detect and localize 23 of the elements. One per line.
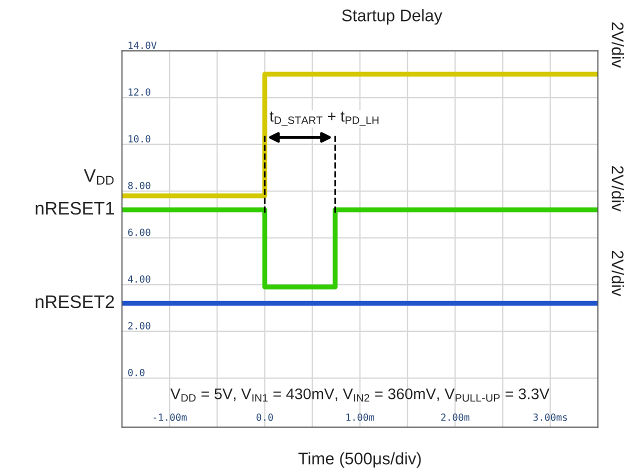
series-label: nRESET1 <box>36 202 114 215</box>
text: 2V/div <box>612 250 624 296</box>
series-label: nRESET2 <box>36 295 114 308</box>
y-tick-label: 0.0 <box>128 368 144 376</box>
y-tick-label: 4.00 <box>128 275 150 283</box>
x-tick-label: 1.00m <box>346 414 374 421</box>
x-axis-title: Time (500μs/div) <box>298 452 421 468</box>
text: 2V/div <box>612 166 624 212</box>
x-tick-label: 3.00ms <box>533 414 567 421</box>
chart-title: Startup Delay <box>342 9 442 25</box>
y-tick-label: 10.0 <box>128 135 150 142</box>
y-tick-label: 12.0 <box>128 88 150 96</box>
x-tick-label: 2.00m <box>441 414 470 421</box>
x-tick-label: -1.00m <box>154 414 187 421</box>
y-tick-label: 14.0V <box>128 42 157 49</box>
text: 2V/div <box>612 22 624 68</box>
series-label: V$_{DD}$ <box>84 169 114 185</box>
y-tick-label: 8.00 <box>128 182 150 190</box>
y-tick-label: 6.00 <box>128 228 150 236</box>
x-tick-label: 0.0 <box>256 414 273 421</box>
text: V$_{DD}$ = 5V, V$_{IN1}$ = 430mV, V$_{IN2}$ = 360mV, V$_{PULL-UP}$ = 3.3V <box>170 388 550 402</box>
y-tick-label: 2.00 <box>128 322 150 330</box>
annotation: t$_{D_START}$ + t$_{PD_LH}$ <box>270 112 378 126</box>
